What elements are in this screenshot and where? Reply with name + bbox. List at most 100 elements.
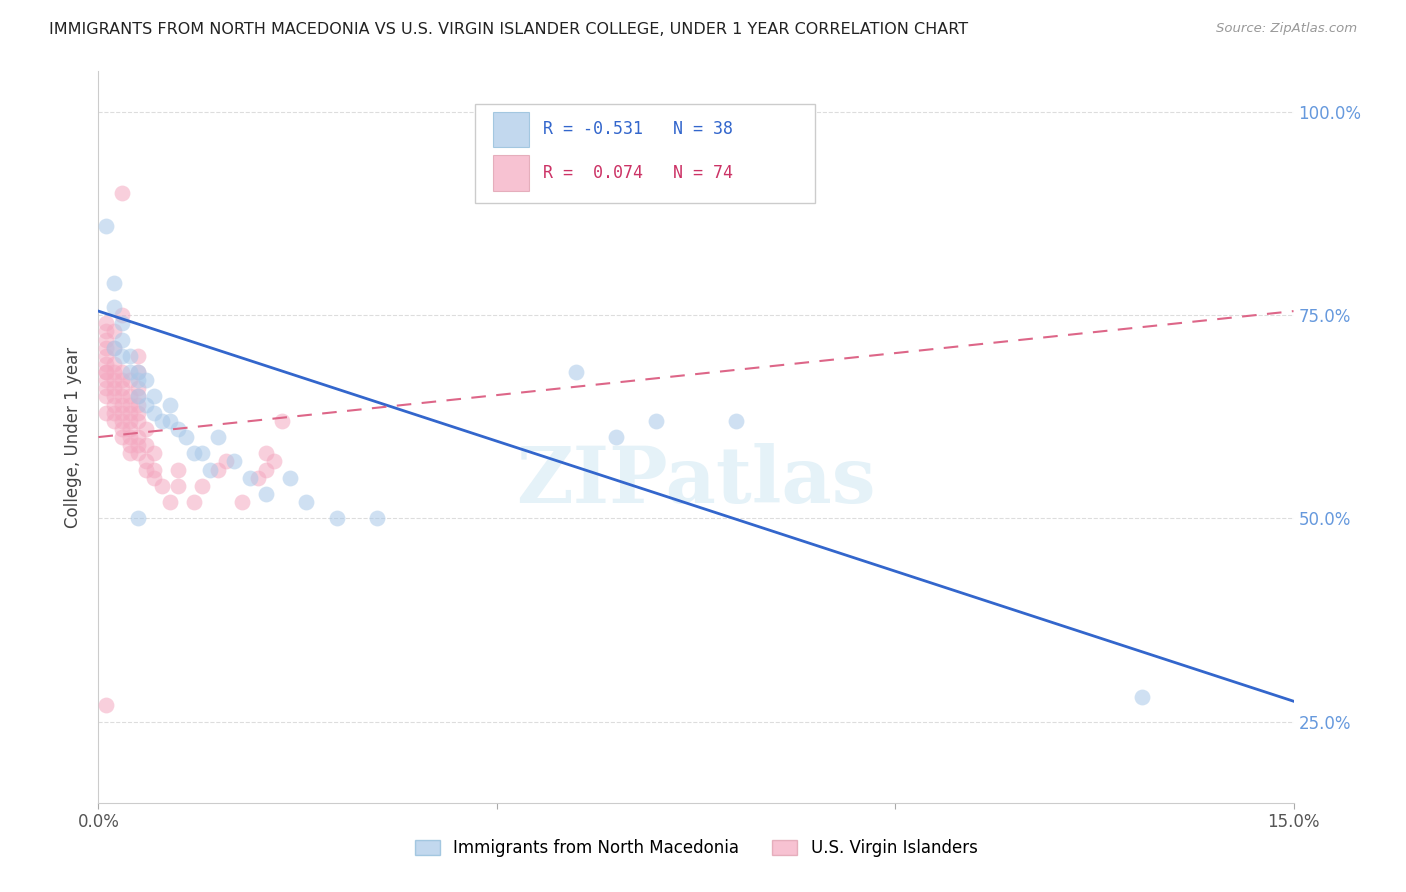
Point [143, 462, 166, 476]
Point [111, 333, 134, 347]
Point [103, 300, 125, 314]
Point [174, 430, 197, 444]
Point [120, 414, 142, 428]
Text: ZIPatlas: ZIPatlas [516, 443, 876, 519]
Point [127, 349, 149, 363]
Point [135, 454, 157, 468]
Point [127, 511, 149, 525]
Point [96, 357, 118, 371]
Point [159, 398, 181, 412]
Point [135, 373, 157, 387]
Point [135, 398, 157, 412]
Point [96, 365, 118, 379]
Point [103, 381, 125, 395]
Point [96, 333, 118, 347]
Point [239, 471, 262, 485]
Point [96, 365, 118, 379]
Point [167, 422, 190, 436]
Point [191, 479, 214, 493]
Point [111, 316, 134, 330]
Point [111, 186, 134, 201]
Point [103, 341, 125, 355]
Point [127, 430, 149, 444]
Point [103, 276, 125, 290]
Point [565, 365, 588, 379]
Point [111, 373, 134, 387]
Point [127, 389, 149, 403]
Point [127, 365, 149, 379]
Point [1130, 690, 1153, 705]
Point [120, 422, 142, 436]
Text: R =  0.074   N = 74: R = 0.074 N = 74 [543, 164, 733, 182]
Point [207, 430, 229, 444]
Point [135, 422, 157, 436]
Point [103, 325, 125, 339]
Point [96, 389, 118, 403]
Legend: Immigrants from North Macedonia, U.S. Virgin Islanders: Immigrants from North Macedonia, U.S. Vi… [408, 832, 984, 864]
Point [143, 406, 166, 420]
Point [120, 406, 142, 420]
Point [366, 511, 388, 525]
Point [111, 308, 134, 322]
Point [127, 389, 149, 403]
Point [103, 414, 125, 428]
Point [294, 495, 316, 509]
Point [127, 373, 149, 387]
Point [135, 462, 157, 476]
Point [127, 365, 149, 379]
Point [120, 389, 142, 403]
Point [103, 398, 125, 412]
Point [724, 414, 747, 428]
Point [127, 406, 149, 420]
Point [96, 316, 118, 330]
Point [111, 430, 134, 444]
Point [111, 381, 134, 395]
Point [127, 446, 149, 460]
Point [103, 373, 125, 387]
Point [207, 462, 229, 476]
FancyBboxPatch shape [494, 112, 529, 146]
Point [120, 398, 142, 412]
Point [120, 373, 142, 387]
Point [167, 479, 190, 493]
Point [96, 406, 118, 420]
Point [150, 479, 173, 493]
Point [159, 414, 181, 428]
Point [120, 446, 142, 460]
Point [246, 471, 269, 485]
Text: Source: ZipAtlas.com: Source: ZipAtlas.com [1216, 22, 1357, 36]
Point [120, 365, 142, 379]
Point [254, 487, 277, 501]
Point [278, 471, 301, 485]
Point [198, 462, 221, 476]
Point [103, 406, 125, 420]
Point [103, 389, 125, 403]
Point [150, 414, 173, 428]
Point [135, 438, 157, 452]
Point [96, 373, 118, 387]
Text: R = -0.531   N = 38: R = -0.531 N = 38 [543, 120, 733, 138]
Point [645, 414, 668, 428]
Point [120, 430, 142, 444]
Point [103, 365, 125, 379]
Point [254, 462, 277, 476]
Point [111, 398, 134, 412]
Point [127, 414, 149, 428]
Point [605, 430, 627, 444]
Point [120, 438, 142, 452]
Point [111, 365, 134, 379]
Point [96, 341, 118, 355]
Point [167, 462, 190, 476]
Point [222, 454, 245, 468]
Point [127, 398, 149, 412]
Point [326, 511, 349, 525]
Point [127, 438, 149, 452]
Text: IMMIGRANTS FROM NORTH MACEDONIA VS U.S. VIRGIN ISLANDER COLLEGE, UNDER 1 YEAR CO: IMMIGRANTS FROM NORTH MACEDONIA VS U.S. … [49, 22, 969, 37]
Point [191, 446, 214, 460]
Point [183, 495, 205, 509]
Point [143, 389, 166, 403]
Point [103, 341, 125, 355]
Point [231, 495, 253, 509]
Point [215, 454, 238, 468]
Point [120, 349, 142, 363]
